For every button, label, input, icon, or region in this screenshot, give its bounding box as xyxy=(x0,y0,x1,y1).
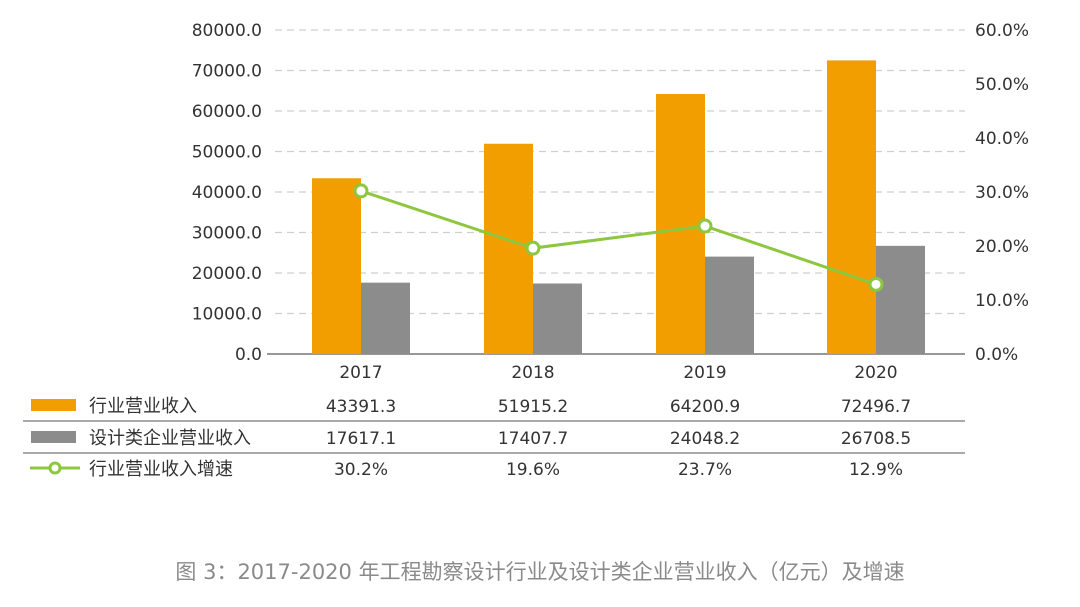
table-cell: 19.6% xyxy=(506,460,560,480)
table-cell: 23.7% xyxy=(678,460,732,480)
y-left-tick-label: 20000.0 xyxy=(192,264,262,284)
y-right-tick-label: 20.0% xyxy=(975,237,1029,257)
x-tick-label: 2019 xyxy=(683,363,726,383)
bar-industry-revenue xyxy=(827,60,876,354)
growth-line xyxy=(360,189,877,286)
y-left-tick-label: 40000.0 xyxy=(192,183,262,203)
y-right-tick-label: 60.0% xyxy=(975,21,1029,41)
bar-industry-revenue xyxy=(484,143,533,354)
growth-point xyxy=(697,218,713,234)
table-cell: 72496.7 xyxy=(841,397,911,417)
table-cell: 51915.2 xyxy=(498,397,568,417)
y-right-tick-label: 10.0% xyxy=(975,291,1029,311)
bar-design-revenue xyxy=(361,282,410,354)
table-cell: 12.9% xyxy=(849,460,903,480)
y-right-tick-label: 50.0% xyxy=(975,75,1029,95)
y-right-tick-label: 40.0% xyxy=(975,129,1029,149)
table-cell: 30.2% xyxy=(334,460,388,480)
y-left-tick-label: 50000.0 xyxy=(192,143,262,163)
y-left-tick-label: 0.0 xyxy=(235,345,262,365)
bar-design-revenue xyxy=(876,245,925,354)
y-left-tick-label: 30000.0 xyxy=(192,224,262,244)
x-tick-label: 2020 xyxy=(854,363,897,383)
table-cell: 64200.9 xyxy=(670,397,740,417)
bar-design-revenue xyxy=(705,256,754,354)
table-cell: 26708.5 xyxy=(841,429,911,449)
y-left-tick-label: 60000.0 xyxy=(192,102,262,122)
y-right-tick-label: 30.0% xyxy=(975,183,1029,203)
legend-label: 行业营业收入增速 xyxy=(89,459,233,480)
y-right-tick-label: 0.0% xyxy=(975,345,1018,365)
growth-point xyxy=(868,276,884,292)
table-cell: 17407.7 xyxy=(498,429,568,449)
y-left-tick-label: 70000.0 xyxy=(192,62,262,82)
legend-label: 设计类企业营业收入 xyxy=(89,428,251,449)
legend-swatch xyxy=(31,399,76,411)
bar-industry-revenue xyxy=(312,178,361,354)
table-cell: 17617.1 xyxy=(326,429,396,449)
legend-label: 行业营业收入 xyxy=(89,396,197,417)
growth-point xyxy=(353,183,369,199)
legend-marker xyxy=(48,461,62,475)
x-tick-label: 2017 xyxy=(339,363,382,383)
growth-point xyxy=(525,240,541,256)
y-left-tick-label: 80000.0 xyxy=(192,21,262,41)
x-tick-label: 2018 xyxy=(511,363,554,383)
bar-industry-revenue xyxy=(656,93,705,354)
legend-swatch xyxy=(31,431,76,443)
bar-design-revenue xyxy=(533,283,582,354)
chart-caption: 图 3：2017-2020 年工程勘察设计行业及设计类企业营业收入（亿元）及增速 xyxy=(175,560,905,584)
table-cell: 24048.2 xyxy=(670,429,740,449)
y-left-tick-label: 10000.0 xyxy=(192,305,262,325)
table-cell: 43391.3 xyxy=(326,397,396,417)
